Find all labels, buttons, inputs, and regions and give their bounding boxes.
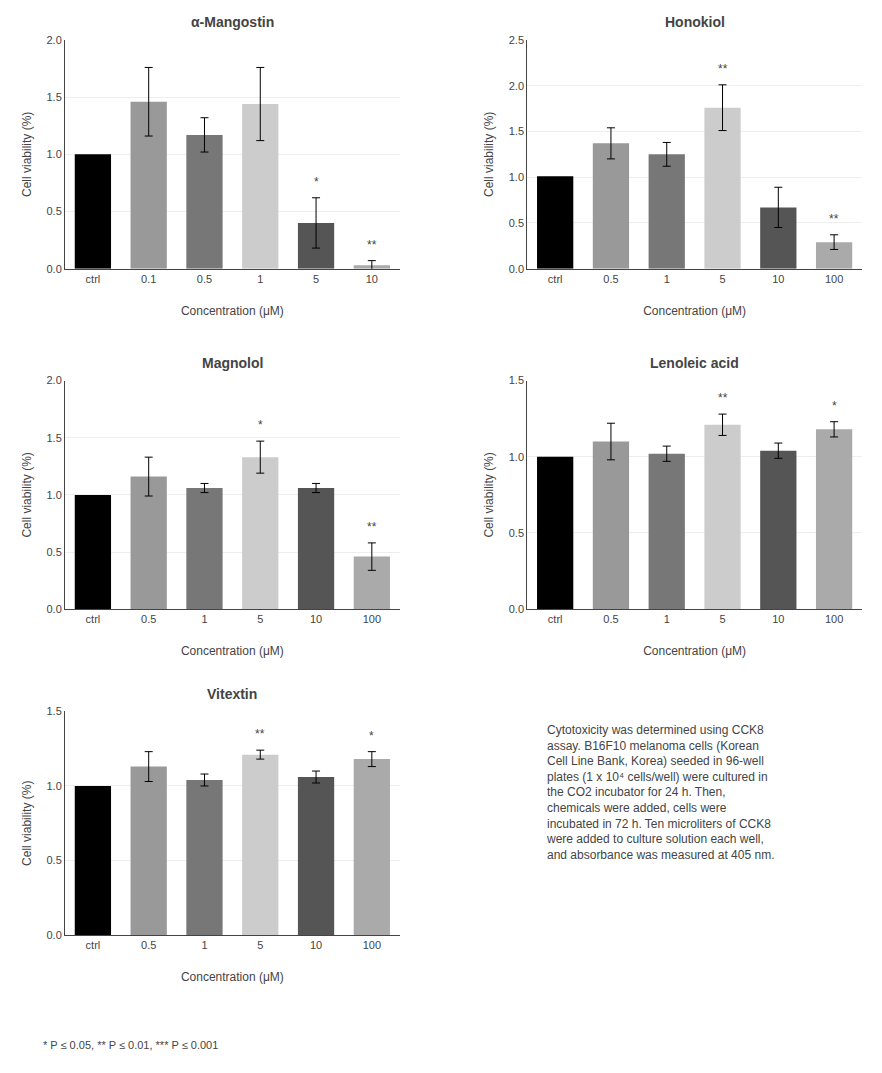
svg-text:0.5: 0.5: [141, 939, 156, 951]
svg-text:Cell viability (%): Cell viability (%): [20, 781, 34, 866]
svg-text:α-Mangostin: α-Mangostin: [191, 14, 274, 30]
svg-text:5: 5: [313, 273, 319, 285]
svg-text:Magnolol: Magnolol: [202, 355, 263, 371]
svg-text:5: 5: [719, 613, 725, 625]
svg-text:Honokiol: Honokiol: [665, 14, 725, 30]
svg-text:Cell viability (%): Cell viability (%): [20, 452, 34, 537]
svg-text:**: **: [367, 238, 377, 252]
svg-text:0.5: 0.5: [47, 205, 62, 217]
svg-text:ctrl: ctrl: [548, 613, 563, 625]
svg-text:*: *: [258, 418, 263, 432]
svg-text:1.5: 1.5: [47, 432, 62, 444]
svg-text:5: 5: [257, 939, 263, 951]
svg-text:Cell viability (%): Cell viability (%): [482, 112, 496, 197]
svg-text:10: 10: [772, 613, 784, 625]
svg-text:Concentration (μM): Concentration (μM): [643, 644, 746, 658]
svg-text:0.1: 0.1: [141, 273, 156, 285]
svg-text:1.5: 1.5: [47, 91, 62, 103]
svg-text:100: 100: [825, 613, 843, 625]
svg-text:0.5: 0.5: [603, 613, 618, 625]
svg-text:0.0: 0.0: [509, 263, 524, 275]
svg-text:Cell viability (%): Cell viability (%): [482, 452, 496, 537]
svg-text:ctrl: ctrl: [86, 273, 101, 285]
svg-text:Concentration (μM): Concentration (μM): [643, 304, 746, 318]
svg-text:0.0: 0.0: [47, 603, 62, 615]
svg-text:0.0: 0.0: [47, 929, 62, 941]
svg-text:1: 1: [664, 273, 670, 285]
svg-text:Lenoleic acid: Lenoleic acid: [650, 355, 739, 371]
svg-text:**: **: [255, 727, 265, 741]
svg-text:*: *: [369, 729, 374, 743]
svg-text:*: *: [314, 175, 319, 189]
svg-text:Concentration (μM): Concentration (μM): [181, 970, 284, 984]
svg-text:ctrl: ctrl: [548, 273, 563, 285]
svg-text:2.0: 2.0: [509, 80, 524, 92]
svg-text:0.5: 0.5: [509, 217, 524, 229]
svg-text:2.0: 2.0: [47, 34, 62, 46]
svg-text:0.5: 0.5: [141, 613, 156, 625]
svg-text:10: 10: [366, 273, 378, 285]
svg-text:0.5: 0.5: [197, 273, 212, 285]
svg-text:1: 1: [201, 939, 207, 951]
svg-text:0.5: 0.5: [47, 546, 62, 558]
svg-text:ctrl: ctrl: [86, 613, 101, 625]
svg-text:**: **: [718, 391, 728, 405]
svg-text:0.0: 0.0: [47, 263, 62, 275]
svg-text:0.5: 0.5: [47, 854, 62, 866]
svg-text:100: 100: [363, 939, 381, 951]
svg-text:* P ≤ 0.05, ** P ≤ 0.01, *** P: * P ≤ 0.05, ** P ≤ 0.01, *** P ≤ 0.001: [43, 1039, 218, 1051]
svg-text:**: **: [718, 62, 728, 76]
svg-text:2.0: 2.0: [47, 374, 62, 386]
svg-text:5: 5: [257, 613, 263, 625]
svg-text:10: 10: [310, 613, 322, 625]
svg-text:10: 10: [772, 273, 784, 285]
svg-text:10: 10: [310, 939, 322, 951]
svg-text:1.5: 1.5: [509, 125, 524, 137]
svg-text:ctrl: ctrl: [86, 939, 101, 951]
svg-text:Cytotoxicity was determined us: Cytotoxicity was determined using CCK8as…: [546, 723, 774, 862]
svg-text:Concentration (μM): Concentration (μM): [181, 644, 284, 658]
svg-text:1.0: 1.0: [47, 148, 62, 160]
svg-text:*: *: [832, 399, 837, 413]
svg-text:1: 1: [664, 613, 670, 625]
svg-text:1.5: 1.5: [47, 705, 62, 717]
svg-text:1.5: 1.5: [509, 374, 524, 386]
svg-text:1.0: 1.0: [509, 171, 524, 183]
svg-text:0.5: 0.5: [603, 273, 618, 285]
svg-text:Cell viability (%): Cell viability (%): [20, 112, 34, 197]
svg-text:100: 100: [363, 613, 381, 625]
svg-text:1.0: 1.0: [47, 489, 62, 501]
svg-text:Vitextin: Vitextin: [207, 686, 257, 702]
svg-text:2.5: 2.5: [509, 34, 524, 46]
svg-text:1: 1: [201, 613, 207, 625]
svg-text:5: 5: [719, 273, 725, 285]
svg-text:0.0: 0.0: [509, 603, 524, 615]
svg-text:**: **: [829, 212, 839, 226]
svg-text:Concentration (μM): Concentration (μM): [181, 304, 284, 318]
svg-text:0.5: 0.5: [509, 527, 524, 539]
svg-text:100: 100: [825, 273, 843, 285]
svg-text:1.0: 1.0: [509, 451, 524, 463]
svg-text:1.0: 1.0: [47, 780, 62, 792]
svg-text:1: 1: [257, 273, 263, 285]
svg-text:**: **: [367, 520, 377, 534]
